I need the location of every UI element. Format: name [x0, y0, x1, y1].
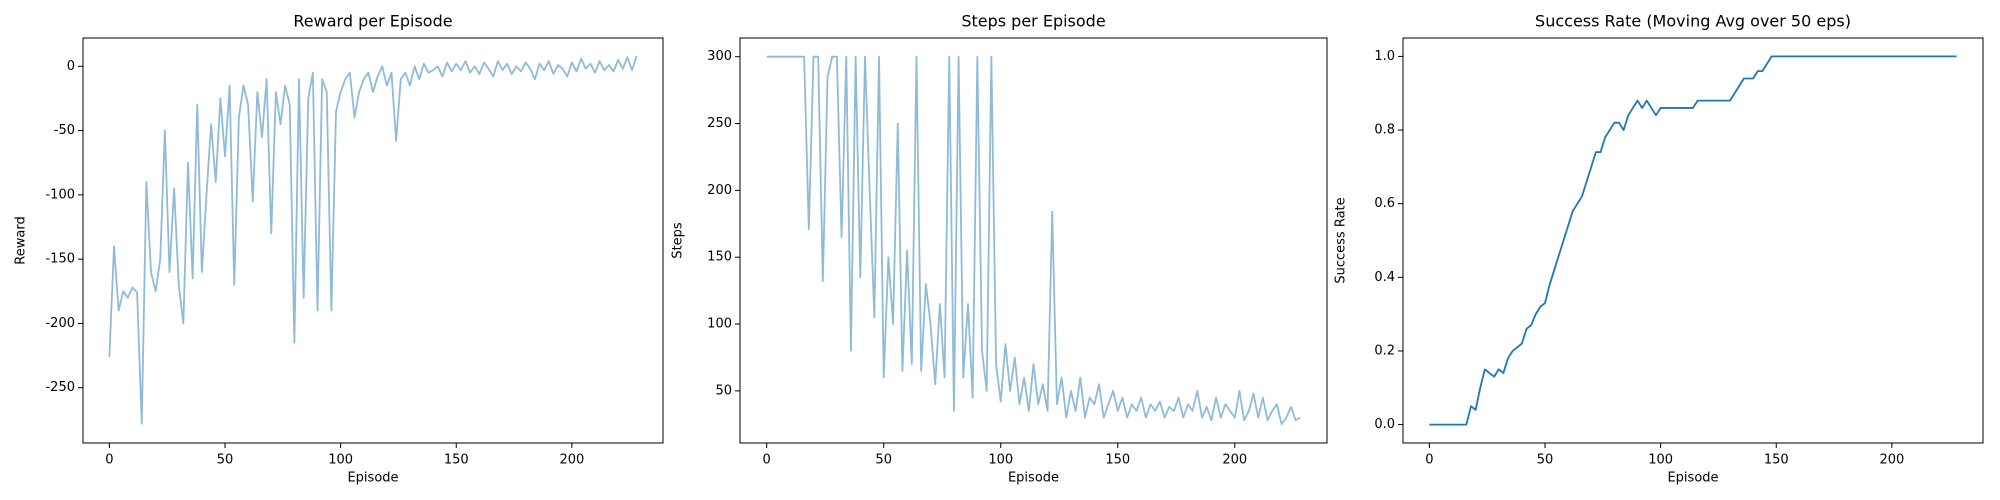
x-tick-label: 200 — [559, 453, 584, 468]
x-tick-label: 150 — [1105, 453, 1130, 468]
y-tick-label: -200 — [45, 316, 75, 331]
subplot: Success Rate (Moving Avg over 50 eps) Epi… — [1334, 12, 1984, 486]
x-tick-label: 100 — [988, 453, 1013, 468]
data-line — [1429, 55, 1957, 426]
y-tick-label: 150 — [707, 250, 732, 265]
axes-frame — [82, 37, 664, 444]
data-line — [108, 55, 638, 425]
y-tick-label: -50 — [54, 123, 75, 138]
y-axis-label: Steps — [671, 222, 686, 259]
x-tick-label: 100 — [328, 453, 353, 468]
subplot-title: Success Rate (Moving Avg over 50 eps) — [1535, 12, 1851, 31]
x-axis-label: Episode — [1667, 471, 1718, 486]
x-axis-label: Episode — [347, 471, 398, 486]
y-axis-label: Reward — [14, 216, 29, 264]
x-tick-label: 0 — [1425, 453, 1433, 468]
y-tick-label: 50 — [715, 383, 732, 398]
subplot-title: Steps per Episode — [961, 12, 1105, 31]
y-tick-label: 200 — [707, 183, 732, 198]
x-tick-label: 0 — [763, 453, 771, 468]
x-tick-label: 150 — [1764, 453, 1789, 468]
x-tick-label: 150 — [444, 453, 469, 468]
y-tick-label: -100 — [45, 187, 75, 202]
x-tick-label: 50 — [217, 453, 234, 468]
x-tick-label: 0 — [105, 453, 113, 468]
x-axis-label: Episode — [1008, 471, 1059, 486]
y-tick-label: 300 — [707, 49, 732, 64]
y-tick-label: 100 — [707, 317, 732, 332]
x-tick-label: 200 — [1879, 453, 1904, 468]
subplot-title: Reward per Episode — [293, 12, 452, 31]
y-axis-label: Success Rate — [1334, 197, 1349, 283]
y-tick-label: 0.8 — [1374, 123, 1395, 138]
y-tick-label: 250 — [707, 116, 732, 131]
y-tick-label: 0.4 — [1374, 270, 1395, 285]
data-line — [766, 55, 1301, 426]
x-tick-label: 50 — [1537, 453, 1554, 468]
x-tick-label: 100 — [1648, 453, 1673, 468]
y-tick-label: 0 — [67, 59, 75, 74]
axes-frame — [1402, 37, 1984, 444]
y-tick-label: 0.6 — [1374, 196, 1395, 211]
subplot: Reward per Episode Episode Reward 0 50 100 150… — [14, 12, 664, 486]
y-tick-label: 1.0 — [1374, 49, 1395, 64]
x-tick-label: 200 — [1222, 453, 1247, 468]
axes-frame — [739, 37, 1328, 444]
y-tick-label: 0.2 — [1374, 343, 1395, 358]
subplot: Steps per Episode Episode Steps 0 50 100 150 20… — [671, 12, 1328, 486]
x-tick-label: 50 — [875, 453, 892, 468]
y-tick-label: -150 — [45, 252, 75, 267]
y-tick-label: 0.0 — [1374, 417, 1395, 432]
y-tick-label: -250 — [45, 380, 75, 395]
